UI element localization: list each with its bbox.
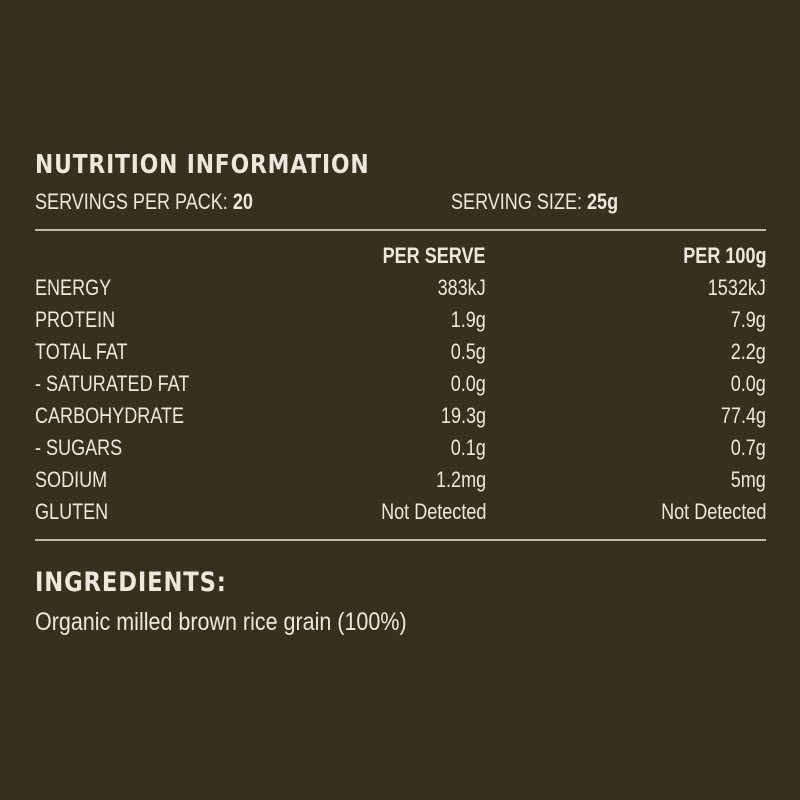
bottom-divider bbox=[35, 539, 766, 541]
per-100g-value: 5mg bbox=[730, 467, 766, 492]
table-row: SODIUM 1.2mg 5mg bbox=[35, 464, 766, 496]
nutrition-rows: ENERGY 383kJ 1532kJ PROTEIN 1.9g 7.9g TOTAL FA… bbox=[35, 272, 766, 528]
per-serve-value: 19.3g bbox=[440, 403, 486, 428]
per-100g-value: 1532kJ bbox=[707, 275, 766, 300]
table-row: TOTAL FAT 0.5g 2.2g bbox=[35, 336, 766, 368]
per-100g-value: 2.2g bbox=[730, 339, 766, 364]
servings-value: 20 bbox=[232, 189, 253, 214]
per-serve-value: 383kJ bbox=[437, 275, 486, 300]
ingredients-title: INGREDIENTS: bbox=[35, 567, 227, 598]
nutrition-panel: NUTRITION INFORMATION SERVINGS PER PACK:… bbox=[35, 145, 766, 642]
table-row: - SATURATED FAT 0.0g 0.0g bbox=[35, 368, 766, 400]
serving-size: SERVING SIZE: 25g bbox=[451, 185, 618, 219]
per-serve-value: 1.9g bbox=[450, 307, 486, 332]
servings-label: SERVINGS PER PACK: bbox=[35, 189, 228, 214]
top-divider bbox=[35, 229, 766, 231]
serving-size-label: SERVING SIZE: bbox=[451, 189, 582, 214]
per-serve-value: 0.1g bbox=[450, 435, 486, 460]
per-100g-value: 0.0g bbox=[730, 371, 766, 396]
per-serve-value: Not Detected bbox=[380, 499, 486, 524]
per-100g-value: 77.4g bbox=[720, 403, 766, 428]
servings-per-pack: SERVINGS PER PACK: 20 bbox=[35, 185, 253, 219]
table-row: ENERGY 383kJ 1532kJ bbox=[35, 272, 766, 304]
per-serve-value: 0.0g bbox=[450, 371, 486, 396]
serving-size-value: 25g bbox=[587, 189, 619, 214]
nutrition-table: PER SERVE PER 100g ENERGY 383kJ 1532kJ PROT… bbox=[35, 240, 766, 528]
table-row: CARBOHYDRATE 19.3g 77.4g bbox=[35, 400, 766, 432]
table-header-row: PER SERVE PER 100g bbox=[35, 240, 766, 272]
nutrient-label: GLUTEN bbox=[35, 499, 109, 524]
per-100g-value: Not Detected bbox=[660, 499, 766, 524]
nutrition-title: NUTRITION INFORMATION bbox=[35, 150, 370, 180]
per-100g-value: 7.9g bbox=[730, 307, 766, 332]
header-nutrient bbox=[35, 240, 285, 272]
header-per-100g: PER 100g bbox=[682, 243, 766, 268]
per-serve-value: 0.5g bbox=[450, 339, 486, 364]
nutrient-label: - SUGARS bbox=[35, 435, 123, 460]
nutrient-label: ENERGY bbox=[35, 275, 112, 300]
nutrient-label: - SATURATED FAT bbox=[35, 371, 190, 396]
nutrient-label: SODIUM bbox=[35, 467, 108, 492]
nutrient-label: PROTEIN bbox=[35, 307, 116, 332]
nutrient-label: TOTAL FAT bbox=[35, 339, 128, 364]
per-serve-value: 1.2mg bbox=[435, 467, 486, 492]
table-row: - SUGARS 0.1g 0.7g bbox=[35, 432, 766, 464]
serving-info: SERVINGS PER PACK: 20 SERVING SIZE: 25g bbox=[35, 185, 766, 219]
table-row: PROTEIN 1.9g 7.9g bbox=[35, 304, 766, 336]
ingredients-text: Organic milled brown rice grain (100%) bbox=[35, 608, 407, 636]
header-per-serve: PER SERVE bbox=[383, 243, 486, 268]
table-row: GLUTEN Not Detected Not Detected bbox=[35, 496, 766, 528]
nutrient-label: CARBOHYDRATE bbox=[35, 403, 185, 428]
per-100g-value: 0.7g bbox=[730, 435, 766, 460]
